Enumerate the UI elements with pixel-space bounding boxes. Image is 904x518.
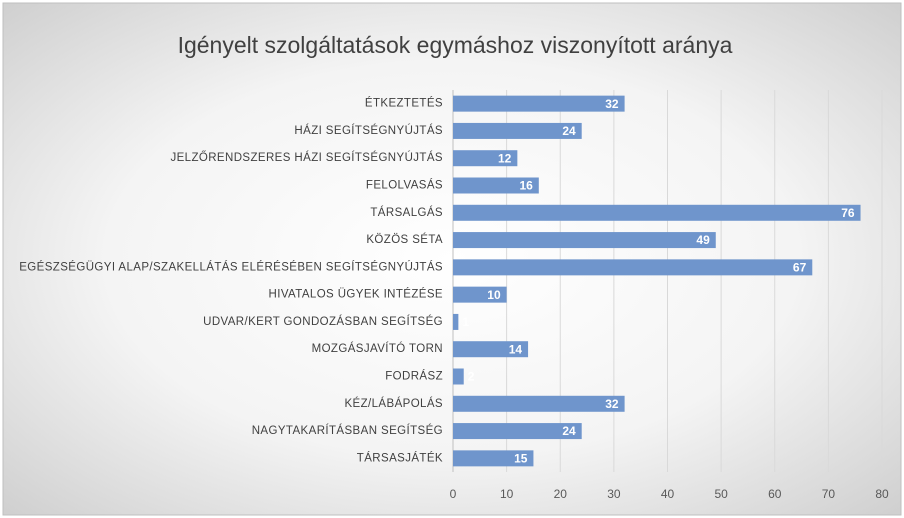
- value-label: 76: [841, 206, 855, 220]
- value-label: 49: [696, 233, 710, 247]
- y-tick-label: HIVATALOS ÜGYEK INTÉZÉSE: [269, 288, 443, 301]
- value-label: 2: [468, 370, 475, 384]
- x-tick-label: 0: [450, 487, 457, 501]
- x-tick-label: 30: [607, 487, 621, 501]
- x-tick-label: 60: [768, 487, 782, 501]
- x-tick-label: 50: [714, 487, 728, 501]
- bar: [453, 95, 625, 112]
- y-tick-label: EGÉSZSÉGÜGYI ALAP/SZAKELLÁTÁS ELÉRÉSÉBEN…: [19, 260, 443, 273]
- bar: [453, 150, 518, 167]
- value-label: 14: [509, 342, 523, 356]
- y-tick-label: HÁZI SEGÍTSÉGNYÚJTÁS: [294, 124, 443, 137]
- bar: [453, 450, 534, 467]
- x-tick-label: 40: [661, 487, 675, 501]
- value-label: 16: [519, 179, 533, 193]
- value-label: 1: [462, 315, 469, 329]
- y-tick-label: KÖZÖS SÉTA: [366, 233, 443, 246]
- x-tick-label: 20: [554, 487, 568, 501]
- bar: [453, 232, 716, 249]
- value-label: 32: [605, 397, 619, 411]
- bar: [453, 395, 625, 412]
- y-tick-label: TÁRSALGÁS: [370, 206, 443, 219]
- bar: [453, 368, 464, 385]
- bar: [453, 313, 459, 330]
- value-label: 10: [487, 288, 501, 302]
- x-tick-label: 70: [822, 487, 836, 501]
- value-label: 24: [562, 424, 576, 438]
- value-label: 12: [498, 151, 512, 165]
- bar: [453, 423, 582, 440]
- bar: [453, 286, 507, 303]
- bar: [453, 122, 582, 139]
- y-tick-label: NAGYTAKARÍTÁSBAN SEGÍTSÉG: [252, 424, 443, 437]
- x-tick-label: 10: [500, 487, 514, 501]
- y-tick-label: TÁRSASJÁTÉK: [357, 451, 443, 464]
- y-tick-label: FELOLVASÁS: [366, 179, 443, 192]
- y-tick-label: KÉZ/LÁBÁPOLÁS: [344, 397, 443, 410]
- y-tick-label: MOZGÁSJAVÍTÓ TORN: [312, 342, 443, 355]
- y-tick-label: ÉTKEZTETÉS: [365, 97, 443, 110]
- bar: [453, 341, 529, 358]
- bar: [453, 204, 861, 221]
- bar: [453, 177, 539, 194]
- y-tick-label: UDVAR/KERT GONDOZÁSBAN SEGÍTSÉG: [203, 315, 443, 328]
- value-label: 32: [605, 97, 619, 111]
- chart-title: Igényelt szolgáltatások egymáshoz viszon…: [178, 32, 733, 58]
- value-label: 24: [562, 124, 576, 138]
- value-label: 67: [793, 261, 807, 275]
- y-tick-label: FODRÁSZ: [385, 370, 443, 383]
- x-tick-label: 80: [875, 487, 889, 501]
- y-tick-label: JELZŐRENDSZERES HÁZI SEGÍTSÉGNYÚJTÁS: [170, 150, 443, 164]
- bar: [453, 259, 813, 276]
- value-label: 15: [514, 452, 528, 466]
